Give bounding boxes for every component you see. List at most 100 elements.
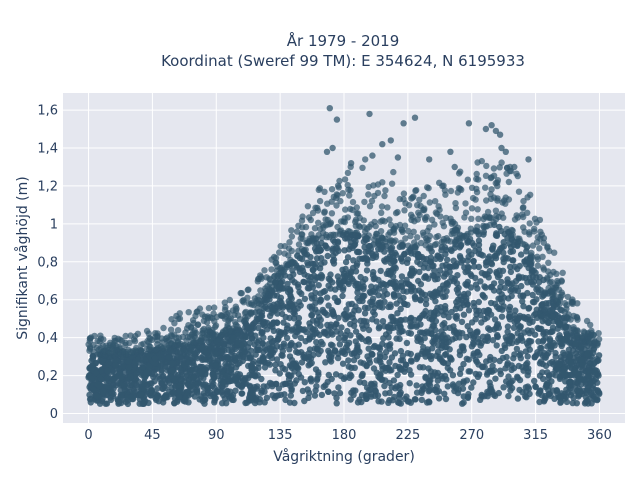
data-point (479, 333, 487, 340)
data-point (430, 386, 438, 394)
data-point (585, 373, 593, 380)
data-point (435, 342, 442, 349)
data-point (200, 356, 208, 363)
data-point (527, 338, 535, 345)
data-point (422, 260, 429, 267)
data-point (574, 327, 581, 334)
data-point (435, 388, 443, 395)
data-point (514, 395, 522, 402)
data-point (304, 203, 312, 210)
data-point (346, 192, 353, 199)
data-point (539, 352, 547, 359)
data-point (591, 337, 598, 345)
data-point (484, 314, 491, 321)
data-point (332, 231, 339, 239)
data-point (386, 359, 393, 366)
data-point (300, 278, 308, 286)
data-point (563, 386, 570, 393)
data-point (381, 353, 388, 361)
data-point (460, 311, 468, 318)
data-point (212, 322, 220, 329)
data-point (528, 249, 535, 257)
x-axis-label: Vågriktning (grader) (273, 448, 415, 465)
data-point (552, 353, 559, 360)
data-point (401, 222, 409, 229)
data-point (452, 204, 460, 212)
data-point (354, 289, 361, 296)
data-point (399, 241, 406, 249)
data-point (556, 332, 563, 339)
data-point (494, 179, 501, 186)
data-point (508, 226, 515, 234)
data-point (288, 372, 295, 379)
data-point (275, 385, 283, 392)
data-point (377, 371, 384, 378)
data-point (390, 317, 397, 324)
data-point (560, 370, 567, 378)
data-point (185, 309, 192, 316)
data-point (431, 313, 438, 320)
data-point (366, 110, 373, 118)
data-point (310, 272, 318, 279)
data-point (578, 356, 585, 363)
data-point (332, 286, 339, 293)
data-point (336, 341, 344, 348)
data-point (143, 369, 150, 376)
data-point (261, 267, 268, 274)
data-point (342, 235, 349, 242)
data-point (334, 354, 342, 362)
data-point (337, 218, 345, 225)
data-point (484, 208, 492, 216)
data-point (426, 199, 433, 206)
data-point (211, 394, 218, 401)
data-point (154, 341, 161, 348)
data-point (443, 288, 450, 295)
data-point (299, 231, 306, 238)
data-point (470, 341, 477, 348)
data-point (502, 148, 509, 155)
data-point (313, 346, 321, 353)
data-point (359, 164, 366, 171)
data-point (405, 227, 412, 235)
data-point (305, 285, 313, 292)
data-point (177, 348, 184, 355)
data-point (505, 373, 512, 380)
data-point (223, 310, 231, 318)
data-point (496, 131, 504, 138)
data-point (324, 200, 331, 207)
data-point (339, 190, 346, 197)
data-point (359, 372, 366, 379)
data-point (258, 375, 265, 383)
data-point (93, 392, 100, 399)
data-point (369, 254, 376, 262)
data-point (118, 337, 126, 344)
data-point (500, 249, 507, 256)
data-point (328, 375, 335, 383)
data-point (499, 354, 507, 362)
data-point (277, 332, 284, 339)
data-point (286, 239, 293, 246)
data-point (365, 191, 372, 198)
data-point (498, 144, 505, 152)
data-point (427, 355, 435, 363)
data-point (345, 312, 353, 319)
data-point (238, 390, 245, 397)
y-axis-ticks: 0 0,2 0,4 0,6 0,8 1 1,2 1,4 1,6 (37, 104, 58, 422)
data-point (129, 348, 136, 355)
data-point (176, 342, 183, 349)
data-point (344, 169, 352, 177)
data-point (524, 383, 531, 390)
data-point (559, 315, 566, 322)
data-point (438, 244, 445, 251)
data-point (241, 348, 248, 356)
data-point (117, 394, 125, 401)
data-point (125, 358, 132, 366)
data-point (316, 331, 323, 338)
data-point (147, 380, 154, 387)
data-point (327, 321, 335, 328)
data-point (429, 272, 436, 279)
data-point (363, 318, 370, 325)
data-point (387, 137, 394, 144)
data-point (337, 197, 344, 205)
